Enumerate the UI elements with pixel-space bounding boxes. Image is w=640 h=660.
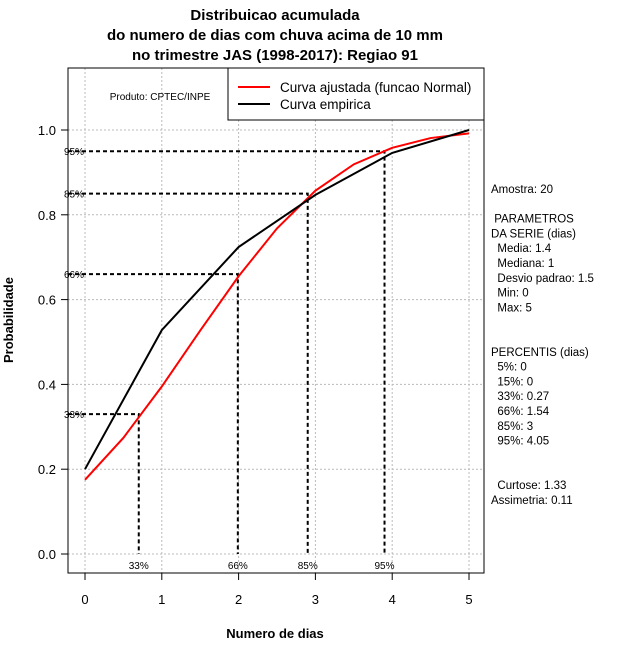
stats-line: Curtose: 1.33 <box>491 480 566 492</box>
percentile-label-x: 95% <box>375 561 395 572</box>
title-line: do numero de dias com chuva acima de 10 … <box>107 27 443 44</box>
percentile-label-y: 85% <box>64 190 84 201</box>
legend-label: Curva ajustada (funcao Normal) <box>280 80 471 95</box>
stats-line: Min: 0 <box>491 288 529 300</box>
stats-line: Mediana: 1 <box>491 258 554 270</box>
percentile-label-x: 33% <box>129 561 149 572</box>
percentile-label-x: 66% <box>228 561 248 572</box>
stats-panel: Amostra: 20 PARAMETROS DA SERIE (dias) Me… <box>491 184 594 507</box>
legend: Curva ajustada (funcao Normal) Curva empi… <box>227 67 485 121</box>
stats-line: Amostra: 20 <box>491 184 553 196</box>
axes: 0 1 2 3 4 5 0.0 0.2 0.4 0.6 0.8 1.0 <box>38 123 473 607</box>
stats-line: PERCENTIS (dias) <box>491 347 589 359</box>
chart-title: Distribuicao acumulada do numero de dias … <box>107 7 443 64</box>
title-line: no trimestre JAS (1998-2017): Regiao 91 <box>132 47 418 64</box>
x-tick-label: 0 <box>81 592 88 607</box>
percentile-label-y: 66% <box>64 270 84 281</box>
percentile-label-y: 95% <box>64 147 84 158</box>
stats-line: 66%: 1.54 <box>491 406 550 418</box>
y-tick-label: 0.6 <box>38 293 56 308</box>
title-line: Distribuicao acumulada <box>190 7 360 24</box>
x-tick-label: 3 <box>312 592 319 607</box>
y-axis-label: Probabilidade <box>1 277 16 363</box>
stats-line: DA SERIE (dias) <box>491 228 576 240</box>
percentile-markers: 33% 33% 66% 66% 85% 85% 95% 95% <box>64 147 395 572</box>
percentile-line <box>68 192 309 554</box>
stats-line: 5%: 0 <box>491 362 527 374</box>
stats-line: Assimetria: 0.11 <box>491 495 573 507</box>
percentile-line <box>68 273 239 554</box>
stats-line: Media: 1.4 <box>491 243 552 255</box>
x-tick-label: 2 <box>235 592 242 607</box>
annotation-product: Produto: CPTEC/INPE <box>110 92 211 103</box>
percentile-line <box>68 413 140 554</box>
x-tick-label: 5 <box>465 592 472 607</box>
y-tick-label: 1.0 <box>38 123 56 138</box>
stats-line: 33%: 0.27 <box>491 391 549 403</box>
y-tick-label: 0.0 <box>38 547 56 562</box>
stats-line: 95%: 4.05 <box>491 436 549 448</box>
series <box>84 129 470 481</box>
stats-line: Max: 5 <box>491 302 532 314</box>
y-tick-label: 0.8 <box>38 208 56 223</box>
legend-label: Curva empirica <box>280 97 371 112</box>
empirical-curve <box>84 129 470 470</box>
stats-line: 15%: 0 <box>491 376 533 388</box>
x-tick-label: 1 <box>158 592 165 607</box>
stats-line: Desvio padrao: 1.5 <box>491 273 594 285</box>
normal-fit-curve <box>84 132 470 481</box>
stats-line: 85%: 3 <box>491 421 533 433</box>
y-tick-label: 0.4 <box>38 377 56 392</box>
percentile-line <box>68 150 386 554</box>
percentile-label-y: 33% <box>64 410 84 421</box>
percentile-label-x: 85% <box>298 561 318 572</box>
stats-line: PARAMETROS <box>491 214 574 226</box>
legend-box <box>227 67 485 121</box>
x-axis-label: Numero de dias <box>226 626 324 641</box>
y-tick-label: 0.2 <box>38 462 56 477</box>
x-tick-label: 4 <box>389 592 396 607</box>
